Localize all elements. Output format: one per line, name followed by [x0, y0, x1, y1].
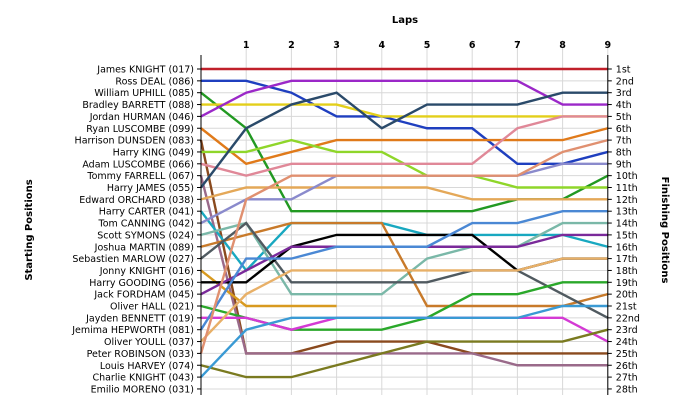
axis-layer: Laps Starting Positions Finishing Positi… [24, 15, 670, 395]
y-axis-right-title: Finishing Positions [659, 177, 670, 284]
series-line [200, 304, 608, 378]
series-line [200, 91, 608, 189]
finish-position-label: 27th [616, 373, 638, 384]
start-position-label: Louis HARVEY (074) [100, 361, 194, 372]
series-line [199, 138, 609, 354]
finish-position-label: 20th [616, 290, 638, 301]
start-position-label: Edward ORCHARD (038) [79, 195, 194, 206]
finish-position-label: 23rd [616, 325, 638, 336]
finish-position-label: 16th [616, 242, 638, 253]
series-line [200, 269, 337, 308]
series-line [200, 127, 609, 166]
start-position-label: Harrison DUNSDEN (083) [75, 136, 194, 147]
finish-position-label: 5th [616, 112, 632, 123]
series-line [200, 221, 609, 308]
x-axis-title: Laps [392, 15, 418, 26]
y-axis-left-title: Starting Positions [24, 179, 35, 280]
finish-position-label: 2nd [616, 76, 634, 87]
finish-position-label: 25th [616, 349, 638, 360]
series-line [200, 221, 609, 319]
start-position-label: Scott SYMONS (024) [97, 230, 194, 241]
lap-tick-label: 7 [514, 40, 521, 51]
finish-position-label: 18th [616, 266, 638, 277]
finish-position-label: 8th [616, 147, 632, 158]
start-position-label: Harry CARTER (041) [99, 207, 194, 218]
finish-position-label: 10th [616, 171, 638, 182]
start-position-label: Oliver YOULL (037) [104, 337, 194, 348]
start-position-label: Adam LUSCOMBE (066) [82, 159, 194, 170]
series-line [200, 257, 608, 343]
finish-position-label: 11th [616, 183, 638, 194]
finish-position-label: 15th [616, 230, 638, 241]
start-position-label: Tom CANNING (042) [98, 219, 194, 230]
finish-position-label: 12th [616, 195, 638, 206]
start-position-label: Jack FORDHAM (045) [93, 290, 194, 301]
series-line [201, 103, 608, 118]
finish-position-label: 28th [616, 384, 638, 395]
series-line [199, 209, 608, 331]
start-position-label: Harry KING (049) [113, 147, 194, 158]
start-position-label: Tommy FARRELL (067) [86, 171, 194, 182]
finish-position-label: 17th [616, 254, 638, 265]
start-position-label: Ross DEAL (086) [115, 76, 194, 87]
finish-position-label: 19th [616, 278, 638, 289]
lap-tick-label: 3 [333, 40, 340, 51]
finish-position-label: 1st [616, 65, 631, 76]
finish-position-label: 4th [616, 100, 632, 111]
finish-position-label: 3rd [616, 88, 632, 99]
series-line [200, 186, 608, 201]
start-position-label: Jordan HURMAN (046) [89, 112, 194, 123]
start-position-label: Ryan LUSCOMBE (099) [86, 124, 194, 135]
finish-position-label: 6th [616, 124, 632, 135]
series-line [199, 175, 608, 367]
series-line [200, 79, 608, 118]
lap-tick-label: 8 [559, 40, 566, 51]
start-position-label: Bradley BARRETT (088) [82, 100, 194, 111]
series-line [200, 328, 609, 379]
lap-tick-label: 6 [469, 40, 476, 51]
start-position-label: Harry GOODING (056) [89, 278, 194, 289]
lap-tick-label: 9 [604, 40, 611, 51]
start-position-label: William UPHILL (085) [94, 88, 194, 99]
finish-position-label: 13th [616, 207, 638, 218]
finish-position-label: 26th [616, 361, 638, 372]
finish-position-label: 9th [616, 159, 632, 170]
finish-position-label: 21st [616, 302, 637, 313]
finish-position-label: 22nd [616, 313, 640, 324]
start-position-label: Oliver HALL (021) [110, 302, 194, 313]
lap-tick-label: 2 [288, 40, 295, 51]
start-position-label: James KNIGHT (017) [96, 65, 194, 76]
finish-position-label: 7th [616, 136, 632, 147]
series-layer [199, 67, 609, 379]
finish-position-label: 24th [616, 337, 638, 348]
start-position-label: Peter ROBINSON (033) [87, 349, 194, 360]
start-position-label: Jayden BENNETT (019) [85, 313, 194, 324]
start-position-label: Charlie KNIGHT (043) [92, 373, 194, 384]
finish-position-label: 14th [616, 219, 638, 230]
lap-tick-label: 1 [243, 40, 250, 51]
start-position-label: Sebastien MARLOW (027) [72, 254, 194, 265]
start-position-label: Joshua MARTIN (089) [94, 242, 194, 253]
lap-tick-label: 4 [378, 40, 385, 51]
start-position-label: Jemima HEPWORTH (081) [71, 325, 194, 336]
start-position-label: Harry JAMES (055) [107, 183, 194, 194]
series-line [200, 115, 608, 177]
start-position-label: Jonny KNIGHT (016) [99, 266, 194, 277]
start-position-label: Emilio MORENO (031) [91, 384, 194, 395]
lap-tick-label: 5 [424, 40, 431, 51]
series-line [201, 79, 609, 166]
